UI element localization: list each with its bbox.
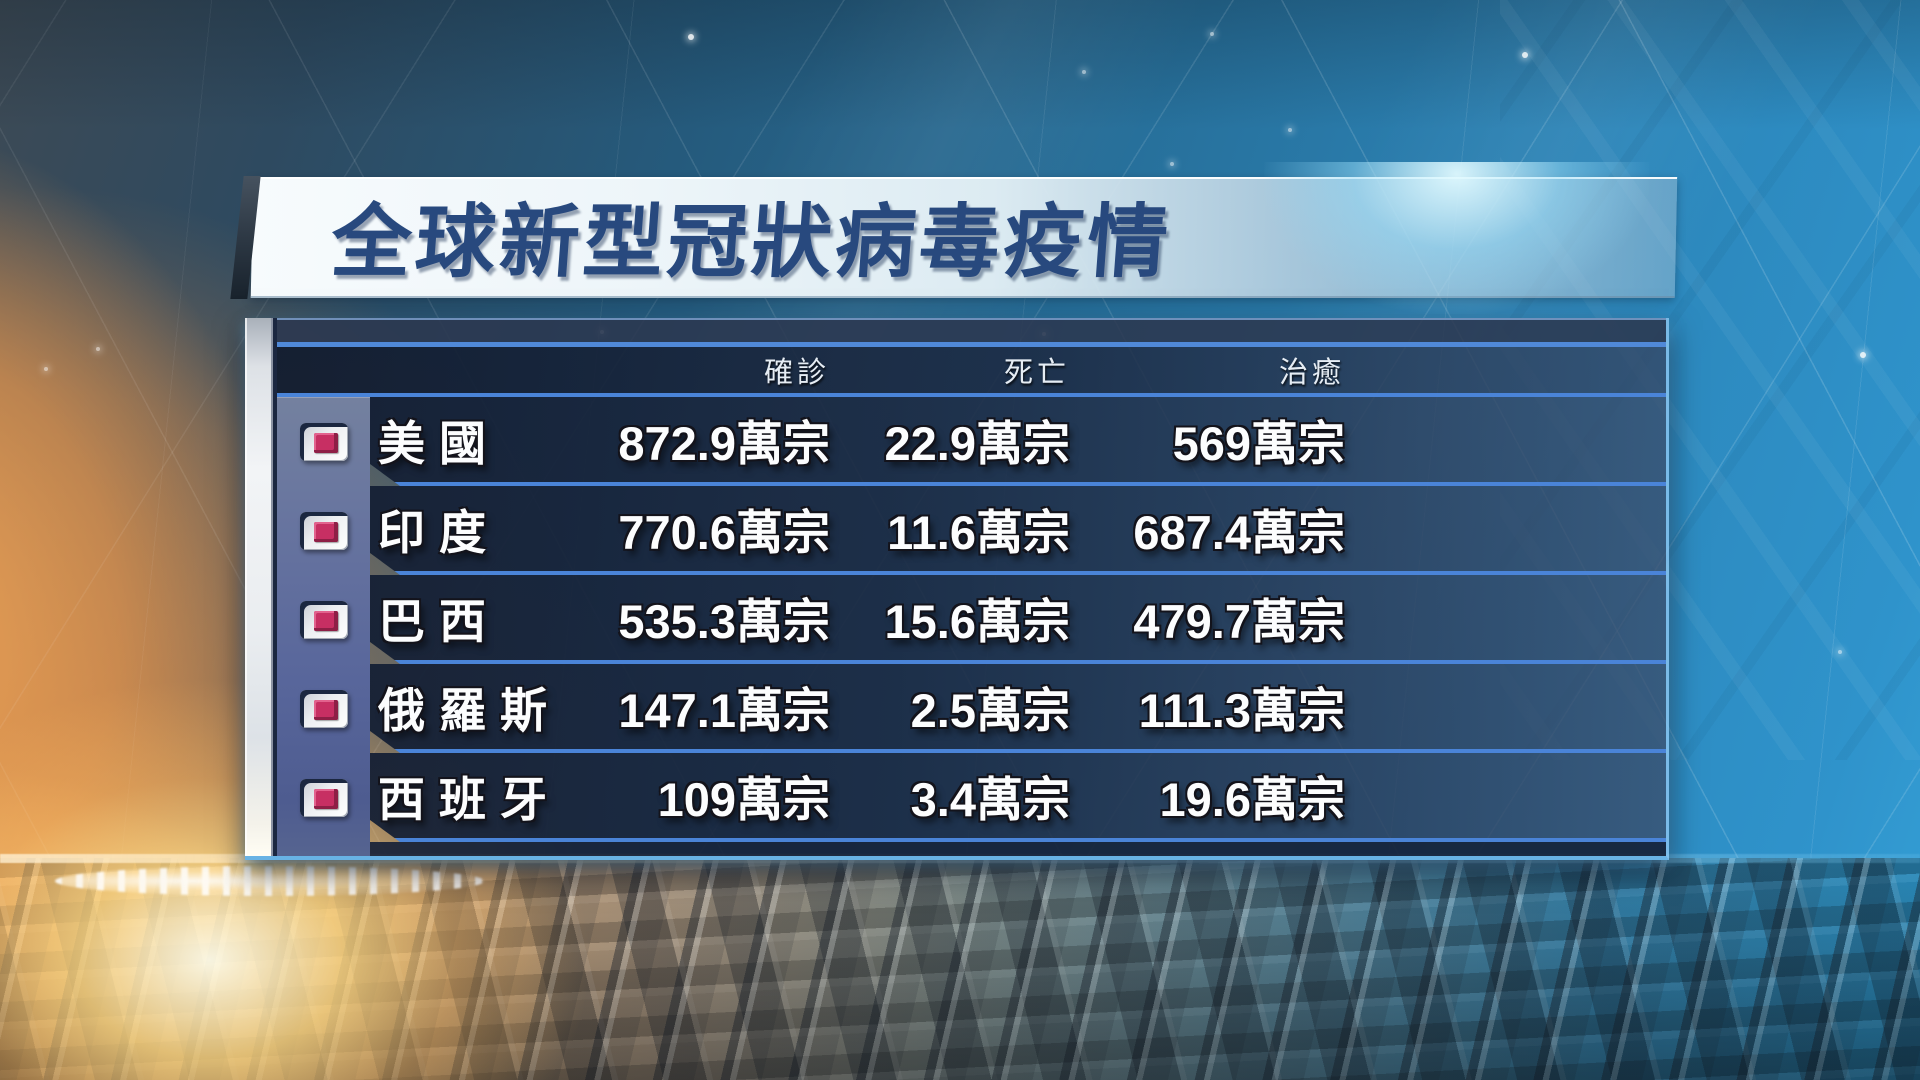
banner-highlight-flare xyxy=(1261,162,1650,314)
page-title: 全球新型冠狀病毒疫情 xyxy=(328,197,1175,287)
row-bullet-icon xyxy=(299,689,348,728)
table-row-usa: 美國 872.9萬宗 22.9萬宗 569萬宗 xyxy=(277,397,1666,486)
confirmed-value: 147.1萬宗 xyxy=(618,684,830,737)
country-name: 印度 xyxy=(378,506,500,559)
bullet-inner-square xyxy=(313,432,338,453)
row-bullet-icon xyxy=(299,422,348,461)
mesh-node-dot xyxy=(1170,162,1174,166)
mesh-node-dot xyxy=(688,34,694,40)
deaths-value: 11.6萬宗 xyxy=(887,506,1070,559)
panel-body: 確診 死亡 治癒 美國 872.9萬宗 22.9萬 xyxy=(277,318,1666,856)
mesh-node-dot xyxy=(1522,52,1528,58)
country-name: 美國 xyxy=(378,417,500,470)
row-bar: 美國 872.9萬宗 22.9萬宗 569萬宗 xyxy=(370,397,1666,486)
column-header-confirmed: 確診 xyxy=(763,357,830,389)
row-bar: 俄羅斯 147.1萬宗 2.5萬宗 111.3萬宗 xyxy=(370,664,1666,753)
table-row-russia: 俄羅斯 147.1萬宗 2.5萬宗 111.3萬宗 xyxy=(277,664,1666,753)
table-row-india: 印度 770.6萬宗 11.6萬宗 687.4萬宗 xyxy=(277,486,1666,575)
bullet-inner-square xyxy=(313,521,338,542)
recovered-value: 569萬宗 xyxy=(1172,417,1345,470)
confirmed-value: 109萬宗 xyxy=(657,773,830,826)
mesh-node-dot xyxy=(44,367,48,371)
deaths-value: 3.4萬宗 xyxy=(910,773,1070,826)
row-bar: 西班牙 109萬宗 3.4萬宗 19.6萬宗 xyxy=(370,753,1666,842)
confirmed-value: 770.6萬宗 xyxy=(618,506,830,559)
country-name: 西班牙 xyxy=(378,773,561,826)
country-name: 俄羅斯 xyxy=(378,684,561,737)
recovered-value: 111.3萬宗 xyxy=(1138,684,1345,737)
bullet-inner-square xyxy=(313,699,338,720)
panel-bevel-seam xyxy=(273,318,277,856)
panel-top-bar xyxy=(277,318,1666,347)
bullet-inner-square xyxy=(313,788,338,809)
row-bullet-icon xyxy=(299,511,348,550)
column-header-recovered: 治癒 xyxy=(1278,357,1345,389)
mesh-node-dot xyxy=(1838,650,1842,654)
panel-footer-bar xyxy=(370,842,1666,856)
mesh-node-dot xyxy=(1288,128,1292,132)
table-row-brazil: 巴西 535.3萬宗 15.6萬宗 479.7萬宗 xyxy=(277,575,1666,664)
table-header-row: 確診 死亡 治癒 xyxy=(277,347,1666,397)
confirmed-value: 872.9萬宗 xyxy=(618,417,830,470)
column-header-deaths: 死亡 xyxy=(1003,357,1070,389)
deaths-value: 22.9萬宗 xyxy=(884,417,1070,470)
mesh-node-dot xyxy=(1210,32,1214,36)
row-bullet-icon xyxy=(299,778,348,817)
mesh-node-dot xyxy=(1082,70,1086,74)
mesh-node-dot xyxy=(96,347,100,351)
recovered-value: 19.6萬宗 xyxy=(1159,773,1345,826)
country-name: 巴西 xyxy=(378,595,500,648)
confirmed-value: 535.3萬宗 xyxy=(618,595,830,648)
recovered-value: 479.7萬宗 xyxy=(1133,595,1345,648)
row-bullet-icon xyxy=(299,600,348,639)
bullet-cell xyxy=(277,486,370,575)
deaths-value: 15.6萬宗 xyxy=(884,595,1070,648)
title-banner: 全球新型冠狀病毒疫情 xyxy=(230,162,1678,314)
panel-bevel-edge xyxy=(245,318,273,856)
bullet-cell xyxy=(277,575,370,664)
row-bar: 巴西 535.3萬宗 15.6萬宗 479.7萬宗 xyxy=(370,575,1666,664)
recovered-value: 687.4萬宗 xyxy=(1133,506,1345,559)
row-bar: 印度 770.6萬宗 11.6萬宗 687.4萬宗 xyxy=(370,486,1666,575)
floor-light-flare xyxy=(55,866,485,896)
deaths-value: 2.5萬宗 xyxy=(910,684,1070,737)
bullet-cell xyxy=(277,397,370,486)
bullet-inner-square xyxy=(313,610,338,631)
table-row-spain: 西班牙 109萬宗 3.4萬宗 19.6萬宗 xyxy=(277,753,1666,842)
stats-panel: 確診 死亡 治癒 美國 872.9萬宗 22.9萬 xyxy=(245,318,1669,860)
bullet-cell xyxy=(277,753,370,842)
mesh-node-dot xyxy=(1860,352,1866,358)
table-rows: 美國 872.9萬宗 22.9萬宗 569萬宗 印度 xyxy=(277,397,1666,856)
floor-ribbon-band xyxy=(0,680,1920,1080)
bullet-cell xyxy=(277,664,370,753)
